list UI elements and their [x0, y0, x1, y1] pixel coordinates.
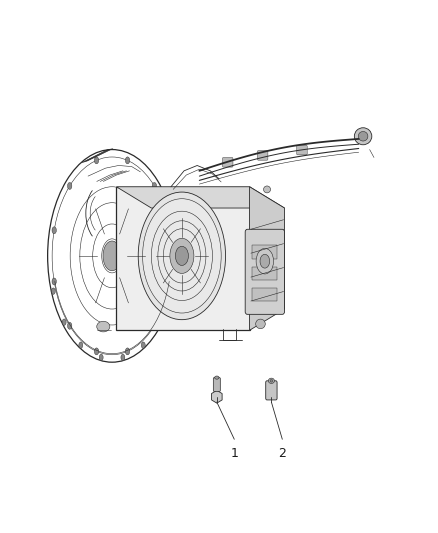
- Ellipse shape: [170, 238, 194, 273]
- FancyBboxPatch shape: [213, 377, 220, 391]
- Ellipse shape: [99, 354, 103, 361]
- Ellipse shape: [125, 348, 130, 355]
- Ellipse shape: [175, 246, 188, 265]
- FancyBboxPatch shape: [258, 151, 268, 160]
- Ellipse shape: [94, 348, 99, 355]
- Ellipse shape: [94, 157, 99, 164]
- Polygon shape: [250, 187, 285, 330]
- Ellipse shape: [143, 199, 221, 313]
- FancyBboxPatch shape: [223, 158, 233, 167]
- Ellipse shape: [270, 379, 273, 382]
- Ellipse shape: [215, 376, 219, 379]
- Text: 2: 2: [279, 447, 286, 460]
- Ellipse shape: [103, 241, 121, 271]
- Ellipse shape: [121, 354, 125, 361]
- Polygon shape: [117, 187, 250, 330]
- FancyBboxPatch shape: [266, 381, 277, 400]
- Ellipse shape: [268, 378, 275, 383]
- Ellipse shape: [168, 278, 172, 285]
- Ellipse shape: [125, 157, 130, 164]
- Ellipse shape: [168, 227, 172, 234]
- FancyBboxPatch shape: [297, 146, 307, 155]
- Ellipse shape: [260, 254, 270, 268]
- Bar: [252, 245, 277, 259]
- Text: 1: 1: [230, 447, 238, 460]
- Ellipse shape: [264, 186, 271, 193]
- Polygon shape: [212, 390, 222, 403]
- Ellipse shape: [62, 319, 66, 325]
- Ellipse shape: [97, 321, 110, 332]
- Ellipse shape: [256, 248, 274, 274]
- Ellipse shape: [79, 342, 83, 349]
- Ellipse shape: [67, 182, 72, 189]
- Ellipse shape: [358, 132, 368, 141]
- FancyBboxPatch shape: [245, 229, 285, 314]
- Bar: [252, 288, 277, 301]
- Ellipse shape: [51, 288, 55, 294]
- Ellipse shape: [152, 182, 156, 189]
- Ellipse shape: [152, 322, 156, 329]
- Ellipse shape: [141, 342, 145, 349]
- Ellipse shape: [67, 322, 72, 329]
- Ellipse shape: [256, 319, 265, 329]
- Ellipse shape: [354, 128, 372, 145]
- Ellipse shape: [52, 227, 57, 234]
- Bar: [252, 266, 277, 280]
- Ellipse shape: [52, 278, 57, 285]
- Ellipse shape: [138, 192, 226, 320]
- Polygon shape: [117, 187, 285, 208]
